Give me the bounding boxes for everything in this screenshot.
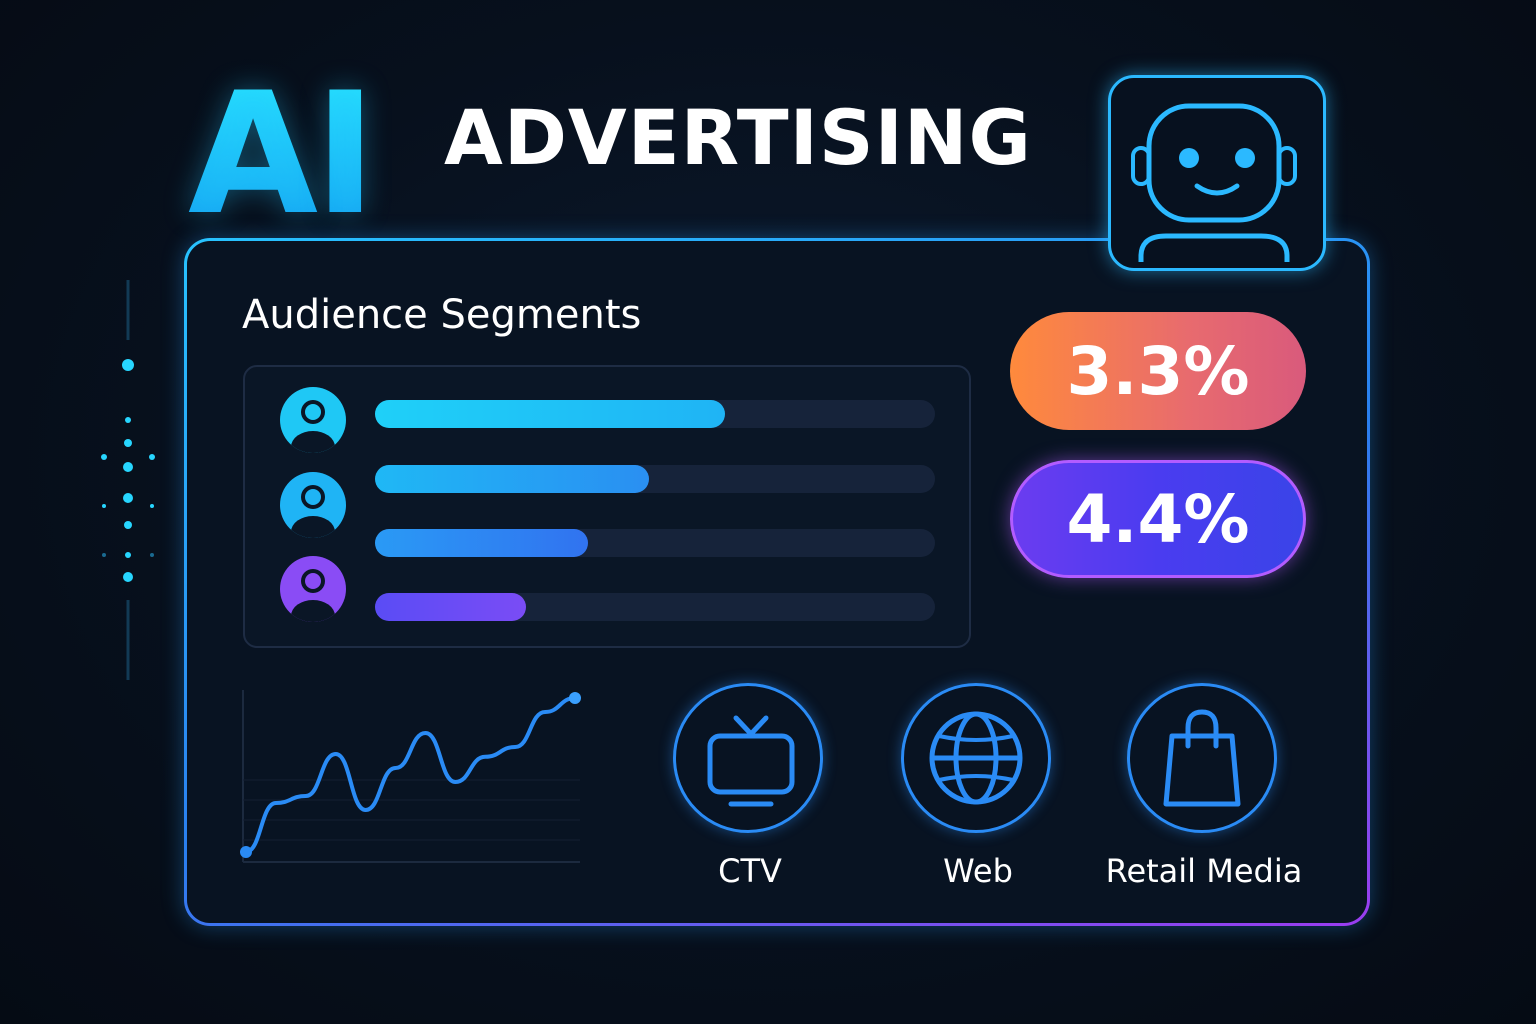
segment-bar-track (375, 593, 935, 621)
stat-pill-2: 4.4% (1010, 460, 1306, 578)
user-avatar-icon (280, 556, 346, 622)
channel-ctv[interactable] (673, 683, 823, 833)
user-avatar-icon (280, 472, 346, 538)
channel-retail-media[interactable] (1127, 683, 1277, 833)
shopping-bag-icon (1163, 709, 1241, 807)
title-ai: AI (188, 56, 377, 252)
segment-bar-fill (375, 465, 650, 493)
decorative-dots (101, 280, 155, 680)
segment-bar-track (375, 400, 935, 428)
channel-label-web: Web (943, 852, 1013, 890)
user-avatar-icon (280, 387, 346, 453)
trend-end-point (569, 692, 581, 704)
segment-bar-fill (375, 529, 588, 557)
title-advertising: ADVERTISING (444, 93, 1032, 182)
segment-bar-fill (375, 593, 527, 621)
audience-segments-title: Audience Segments (242, 292, 642, 338)
channel-label-retail-media: Retail Media (1105, 852, 1303, 890)
globe-icon (929, 711, 1023, 805)
trend-line-chart (240, 690, 581, 863)
channel-web[interactable] (901, 683, 1051, 833)
trend-start-point (240, 846, 252, 858)
channel-label-ctv: CTV (718, 852, 782, 890)
segment-bar-track (375, 529, 935, 557)
tv-icon (707, 715, 795, 807)
segment-bar-track (375, 465, 935, 493)
segment-bar-fill (375, 400, 725, 428)
stat-pill-1: 3.3% (1010, 312, 1306, 430)
trend-line (244, 696, 577, 854)
robot-icon (1108, 75, 1326, 271)
